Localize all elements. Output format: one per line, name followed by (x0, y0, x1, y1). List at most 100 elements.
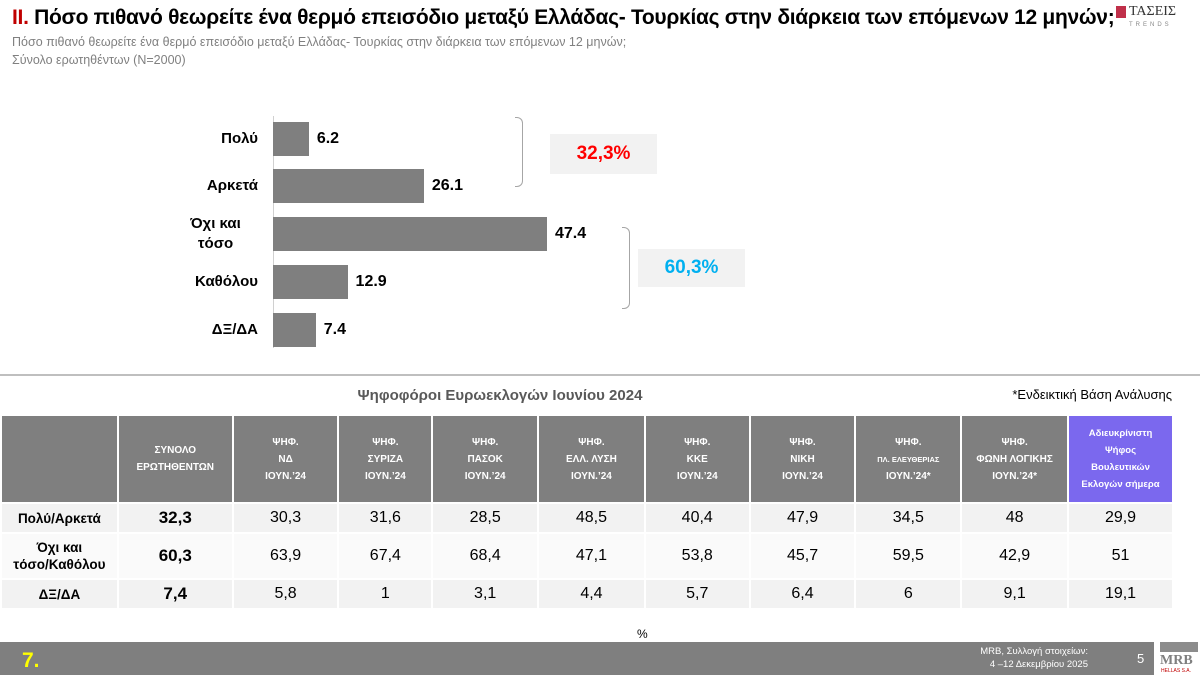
header-line: Εκλογών σήμερα (1081, 479, 1160, 490)
table-cell: 40,4 (643, 502, 751, 534)
category-label: Πολύ (221, 130, 258, 147)
header-line: ΕΛΛ. ΛΥΣΗ (566, 453, 617, 465)
header-line: ΨΗΦ. (789, 436, 816, 448)
header-line: ΙΟΥΝ.’24 (676, 470, 718, 482)
title-number: ΙΙ. (12, 6, 29, 29)
header-line: ΨΗΦ. (578, 436, 605, 448)
category-label: Καθόλου (194, 273, 258, 290)
header-line: ΠΑΣΟΚ (467, 453, 503, 465)
category-label: Όχι και τόσο (190, 215, 241, 252)
header-line: ΙΟΥΝ.’24 (782, 470, 823, 482)
header-line: Βουλευτικών (1091, 462, 1150, 473)
header-line: ΨΗΦ. (1001, 436, 1028, 448)
table-cell: 48,5 (537, 502, 646, 534)
bar (273, 169, 424, 203)
table-cell: 47,1 (537, 532, 646, 580)
source-line-1: MRB, Συλλογή στοιχείων: (980, 646, 1088, 657)
table-cell: 63,9 (231, 532, 340, 580)
table-cell: 60,3 (116, 532, 234, 580)
table-cell: 32,3 (116, 502, 234, 534)
table-cell: 59,5 (854, 532, 963, 580)
header-line: ΕΡΩΤΗΘΕΝΤΩΝ (136, 462, 214, 473)
row-label-line: Όχι και (36, 540, 83, 555)
data-label: 26.1 (431, 177, 463, 194)
bar (273, 313, 316, 347)
table-cell: 6,4 (748, 578, 857, 610)
group-total-unlikely: 60,3% (638, 249, 745, 287)
table-cell: 68,4 (431, 532, 540, 580)
header-line: ΣΥΝΟΛΟ (154, 445, 197, 456)
header-line: ΨΗΦ. (272, 436, 299, 448)
column-header: ΨΗΦ. ΚΚΕ ΙΟΥΝ.’24 (643, 414, 751, 504)
header-line: ΙΟΥΝ.’24 (265, 470, 306, 482)
column-header: ΨΗΦ. ΝΙΚΗ ΙΟΥΝ.’24 (748, 414, 857, 504)
header-line: ΙΟΥΝ.’24 (571, 470, 612, 482)
bar (273, 122, 309, 156)
table-row: Όχι και τόσο/Καθόλου 60,3 63,9 67,4 68,4 47,1 5… (0, 532, 1174, 580)
page-number: 5 (1137, 651, 1145, 666)
header-empty (0, 414, 119, 504)
row-label: ΔΞ/ΔΑ (0, 578, 119, 610)
data-label: 47.4 (554, 225, 587, 242)
table-cell: 28,5 (431, 502, 540, 534)
source-note: MRB, Συλλογή στοιχείων: 4 –12 Δεκεμβρίου … (940, 645, 1150, 671)
data-label: 12.9 (355, 273, 387, 290)
table-cell: 7,4 (116, 578, 234, 610)
table-cell: 29,9 (1067, 502, 1174, 534)
category-label: ΔΞ/ΔΑ (211, 321, 258, 338)
header-line: ΝΔ (278, 453, 293, 465)
table-cell: 45,7 (748, 532, 857, 580)
header-line: ΝΙΚΗ (790, 453, 815, 465)
column-header: ΨΗΦ. ΠΛ. ΕΛΕΥΘΕΡΙΑΣ ΙΟΥΝ.’24* (854, 414, 963, 504)
table-cell: 51 (1067, 532, 1174, 580)
table-cell: 47,9 (748, 502, 857, 534)
taseis-logo: ΤΑΣΕΙΣ TRENDS (1116, 4, 1186, 40)
data-label: 6.2 (316, 130, 340, 147)
group-brace-unlikely (622, 227, 630, 309)
table-row: ΔΞ/ΔΑ 7,4 5,8 1 3,1 4,4 5,7 6,4 6 9,1 19,1 (0, 578, 1174, 610)
column-header: Αδιευκρίνιστη Ψήφος Βουλευτικών Εκλογών σήμ… (1067, 414, 1174, 504)
table-cell: 30,3 (231, 502, 340, 534)
header-line: ΨΗΦ. (684, 436, 711, 448)
footer-bar (0, 642, 1154, 675)
divider (0, 374, 1200, 376)
table-title: Ψηφοφόροι Ευρωεκλογών Ιουνίου 2024 (357, 387, 643, 404)
group-brace-likely (515, 117, 523, 187)
header-line: Ψήφος (1105, 445, 1137, 456)
column-header: ΨΗΦ. ΕΛΛ. ΛΥΣΗ ΙΟΥΝ.’24 (537, 414, 646, 504)
row-label: Όχι και τόσο/Καθόλου (0, 532, 119, 580)
table-header-row: ΣΥΝΟΛΟ ΕΡΩΤΗΘΕΝΤΩΝ ΨΗΦ. ΝΔ ΙΟΥΝ.’24 ΨΗΦ. ΣΥΡΙΖ… (0, 414, 1174, 504)
table-cell: 5,7 (643, 578, 751, 610)
group-total-likely: 32,3% (550, 134, 657, 174)
bar (273, 217, 547, 251)
header-line: ΣΥΡΙΖΑ (367, 453, 404, 465)
source-line-2: 4 –12 Δεκεμβρίου 2025 (989, 659, 1088, 670)
column-header: ΨΗΦ. ΦΩΝΗ ΛΟΓΙΚΗΣ ΙΟΥΝ.’24* (960, 414, 1070, 504)
header-line: ΨΗΦ. (895, 436, 922, 448)
data-label: 7.4 (323, 321, 347, 338)
table-cell: 5,8 (231, 578, 340, 610)
row-label-line: τόσο/Καθόλου (13, 557, 106, 572)
table-cell: 1 (337, 578, 434, 610)
table-cell: 53,8 (643, 532, 751, 580)
column-header: ΨΗΦ. ΠΑΣΟΚ ΙΟΥΝ.’24 (431, 414, 540, 504)
table-row: Πολύ/Αρκετά 32,3 30,3 31,6 28,5 48,5 40,4 47,9 3… (0, 502, 1174, 534)
header-line: ΨΗΦ. (372, 436, 399, 448)
header-line: ΨΗΦ. (472, 436, 499, 448)
base-note: Σύνολο ερωτηθέντων (N=2000) (12, 53, 186, 67)
bar (273, 265, 348, 299)
column-header: ΣΥΝΟΛΟ ΕΡΩΤΗΘΕΝΤΩΝ (116, 414, 234, 504)
header-line: ΙΟΥΝ.’24 (464, 470, 506, 482)
mrb-logo: MRB HELLAS S.A. (1158, 642, 1200, 675)
category-label: Αρκετά (206, 177, 258, 194)
table-cell: 6 (854, 578, 963, 610)
table-cell: 4,4 (537, 578, 646, 610)
table-cell: 42,9 (960, 532, 1070, 580)
column-header: ΨΗΦ. ΝΔ ΙΟΥΝ.’24 (231, 414, 340, 504)
header-line: ΠΛ. ΕΛΕΥΘΕΡΙΑΣ (877, 454, 940, 464)
table-cell: 48 (960, 502, 1070, 534)
table-cell: 67,4 (337, 532, 434, 580)
row-label: Πολύ/Αρκετά (0, 502, 119, 534)
header-line: ΙΟΥΝ.’24* (992, 470, 1037, 482)
table-cell: 9,1 (960, 578, 1070, 610)
